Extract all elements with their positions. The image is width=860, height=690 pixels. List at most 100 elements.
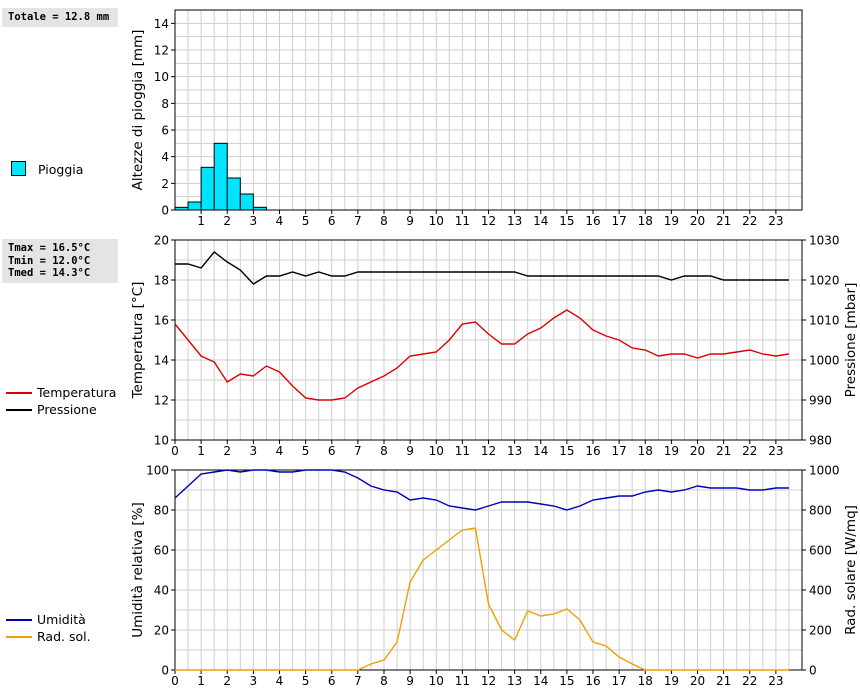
x-tick-label: 13	[507, 214, 522, 228]
x-tick-label: 2	[223, 444, 231, 458]
x-tick-label: 9	[406, 674, 414, 688]
x-tick-label: 8	[380, 214, 388, 228]
y-right-tick-label: 0	[809, 664, 817, 678]
x-tick-label: 20	[690, 674, 705, 688]
y-tick-label: 6	[161, 124, 169, 138]
x-tick-label: 13	[507, 674, 522, 688]
y-tick-label: 0	[161, 204, 169, 218]
y-tick-label: 80	[154, 504, 169, 518]
legend-label-pressure: Pressione	[37, 402, 97, 417]
rain-total-text: Totale = 12.8 mm	[8, 11, 110, 23]
x-tick-label: 13	[507, 444, 522, 458]
x-tick-label: 1	[197, 674, 205, 688]
rain-bar	[226, 177, 241, 211]
x-tick-label: 21	[716, 674, 731, 688]
x-tick-label: 23	[768, 674, 783, 688]
x-tick-label: 8	[380, 674, 388, 688]
legend-label-humidity: Umidità	[37, 612, 86, 627]
y-tick-label: 4	[161, 150, 169, 164]
x-tick-label: 16	[585, 674, 600, 688]
y-right-tick-label: 400	[809, 584, 832, 598]
y-axis-label: Altezze di pioggia [mm]	[130, 30, 146, 191]
x-tick-label: 16	[585, 444, 600, 458]
x-tick-label: 7	[354, 444, 362, 458]
x-tick-label: 4	[276, 444, 284, 458]
x-tick-label: 1	[197, 214, 205, 228]
y-tick-label: 8	[161, 97, 169, 111]
x-tick-label: 21	[716, 444, 731, 458]
y-tick-label: 12	[154, 394, 169, 408]
x-tick-label: 8	[380, 444, 388, 458]
legend-label-temperature: Temperatura	[37, 385, 117, 400]
x-tick-label: 15	[559, 214, 574, 228]
x-tick-label: 17	[611, 214, 626, 228]
x-tick-label: 22	[742, 214, 757, 228]
x-tick-label: 23	[768, 444, 783, 458]
y-right-tick-label: 980	[809, 434, 832, 448]
x-tick-label: 20	[690, 444, 705, 458]
y-right-tick-label: 1000	[809, 464, 840, 478]
legend-item-radiation: Rad. sol.	[4, 628, 91, 645]
x-tick-label: 19	[664, 444, 679, 458]
series-line-temperatura	[174, 309, 790, 401]
rain-total-box: Totale = 12.8 mm	[2, 8, 118, 27]
x-tick-label: 4	[276, 214, 284, 228]
rain-bar	[239, 193, 254, 211]
y-right-tick-label: 1000	[809, 354, 840, 368]
temperature-stats-box: Tmax = 16.5°C Tmin = 12.0°C Tmed = 14.3°C	[2, 239, 118, 283]
x-tick-label: 1	[197, 444, 205, 458]
x-tick-label: 6	[328, 214, 336, 228]
y-tick-label: 10	[154, 70, 169, 84]
rain-bar	[200, 166, 215, 211]
x-tick-label: 23	[768, 214, 783, 228]
legend-item-temperature: Temperatura	[4, 384, 116, 401]
y-tick-label: 14	[154, 354, 169, 368]
x-tick-label: 18	[638, 674, 653, 688]
tmax-text: Tmax = 16.5°C	[8, 242, 91, 254]
x-tick-label: 9	[406, 444, 414, 458]
rain-bar	[252, 206, 267, 211]
y-tick-label: 14	[154, 17, 169, 31]
legend-item-pressure: Pressione	[4, 401, 116, 418]
x-tick-label: 3	[250, 444, 258, 458]
x-tick-label: 19	[664, 214, 679, 228]
x-tick-label: 5	[302, 674, 310, 688]
rain-bar	[213, 142, 228, 211]
x-tick-label: 6	[328, 674, 336, 688]
y-tick-label: 10	[154, 434, 169, 448]
x-tick-label: 5	[302, 214, 310, 228]
y-tick-label: 60	[154, 544, 169, 558]
y-right-tick-label: 1030	[809, 234, 840, 248]
x-tick-label: 9	[406, 214, 414, 228]
series-line-rad-sol	[175, 527, 789, 671]
temperature-line-icon	[6, 392, 32, 394]
y-tick-label: 16	[154, 314, 169, 328]
x-tick-label: 6	[328, 444, 336, 458]
rain-bar	[174, 206, 189, 211]
x-tick-label: 3	[250, 214, 258, 228]
x-tick-label: 20	[690, 214, 705, 228]
rain-bar	[187, 201, 202, 211]
y-axis-label: Temperatura [°C]	[130, 282, 146, 400]
humidity-radiation-legend: Umidità Rad. sol.	[4, 611, 91, 645]
y-right-tick-label: 990	[809, 394, 832, 408]
x-tick-label: 18	[638, 444, 653, 458]
x-tick-label: 14	[533, 674, 548, 688]
x-tick-label: 12	[481, 674, 496, 688]
x-tick-label: 16	[585, 214, 600, 228]
y-right-tick-label: 800	[809, 504, 832, 518]
x-tick-label: 15	[559, 674, 574, 688]
x-tick-label: 14	[533, 214, 548, 228]
y-tick-label: 0	[161, 664, 169, 678]
x-tick-label: 4	[276, 674, 284, 688]
x-tick-label: 17	[611, 444, 626, 458]
legend-label-rain: Pioggia	[38, 162, 84, 177]
x-tick-label: 22	[742, 444, 757, 458]
x-tick-label: 21	[716, 214, 731, 228]
y-tick-label: 40	[154, 584, 169, 598]
x-tick-label: 3	[250, 674, 258, 688]
x-tick-label: 14	[533, 444, 548, 458]
x-tick-label: 11	[455, 674, 470, 688]
